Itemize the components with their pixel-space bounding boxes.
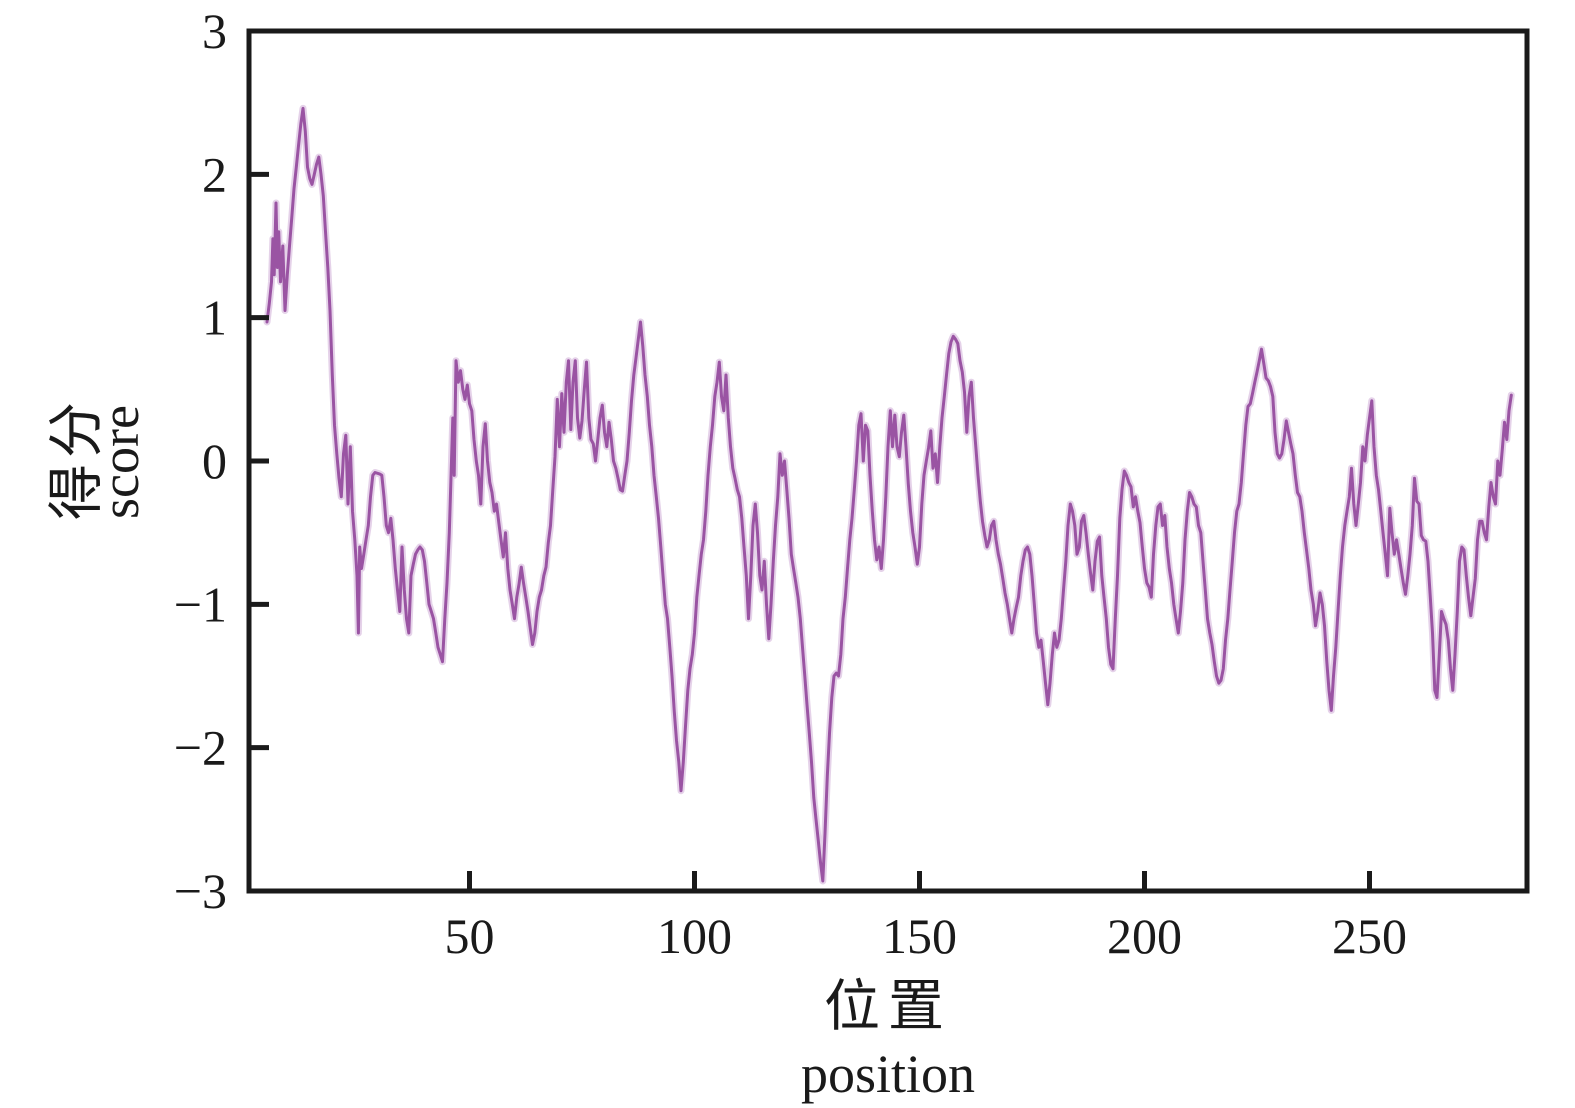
x-axis-label-english: position (800, 1044, 976, 1104)
y-tick-label: 1 (202, 290, 227, 346)
score-line (265, 106, 1513, 883)
y-axis-label-english: score (90, 405, 150, 519)
x-tick-label: 150 (882, 908, 957, 964)
x-tick-label: 50 (445, 908, 495, 964)
y-tick-label: 3 (202, 3, 227, 59)
x-tick-label: 250 (1332, 908, 1407, 964)
y-tick-label: 0 (202, 433, 227, 489)
x-axis-label-chinese: 位置 (824, 976, 952, 1039)
y-tick-label: −2 (174, 720, 227, 776)
y-tick-label: −1 (174, 576, 227, 632)
x-tick-label: 100 (657, 908, 732, 964)
y-tick-label: 2 (202, 146, 227, 202)
y-tick-label: −3 (174, 863, 227, 919)
score-line-glow (263, 104, 1515, 885)
x-tick-label: 200 (1107, 908, 1182, 964)
